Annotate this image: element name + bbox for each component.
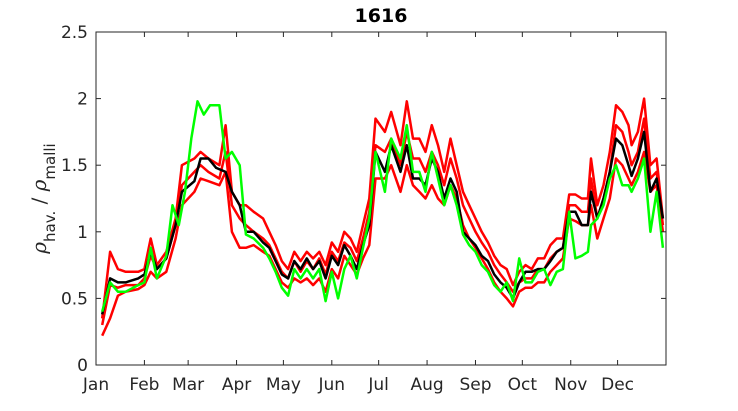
x-tick-label: Dec <box>601 375 634 395</box>
y-tick-label: 0 <box>77 356 88 376</box>
x-tick-label: Nov <box>554 375 587 395</box>
y-tick-label: 2 <box>77 90 88 110</box>
axes-box <box>95 31 667 366</box>
x-tick-label: Apr <box>222 375 251 395</box>
ylabel-rho-1: ρ <box>27 242 51 255</box>
x-tick-label: Oct <box>508 375 538 395</box>
x-tick-label: Aug <box>410 375 443 395</box>
x-tick-label: Feb <box>129 375 159 395</box>
x-tick-label: May <box>266 375 301 395</box>
svg-text:ρhav. / ρmalli: ρhav. / ρmalli <box>27 143 59 254</box>
y-tick-label: 2.5 <box>61 23 88 43</box>
x-tick-label: Sep <box>459 375 491 395</box>
y-axis-label: ρhav. / ρmalli <box>27 143 59 254</box>
x-tick-label: Mar <box>172 375 204 395</box>
y-tick-label: 0.5 <box>61 289 88 309</box>
ylabel-sub-2: malli <box>41 143 59 179</box>
series-line-mean <box>100 130 665 315</box>
series-line-green <box>100 100 665 313</box>
axis-ticks: Jan Feb Mar Apr May Jun Jul Aug Sep Oct Nov Dec 0 0.5… <box>61 23 666 395</box>
plot-lines <box>100 97 665 337</box>
x-tick-label: Jan <box>82 375 109 395</box>
chart-title: 1616 <box>355 5 408 27</box>
ylabel-separator: / <box>27 191 51 210</box>
x-tick-label: Jul <box>367 375 389 395</box>
y-tick-label: 1 <box>77 223 88 243</box>
ylabel-sub-1: hav. <box>41 211 59 242</box>
series-line-upper <box>100 97 665 319</box>
y-tick-label: 1.5 <box>61 156 88 176</box>
ylabel-rho-2: ρ <box>27 179 51 192</box>
x-tick-label: Jun <box>318 375 346 395</box>
